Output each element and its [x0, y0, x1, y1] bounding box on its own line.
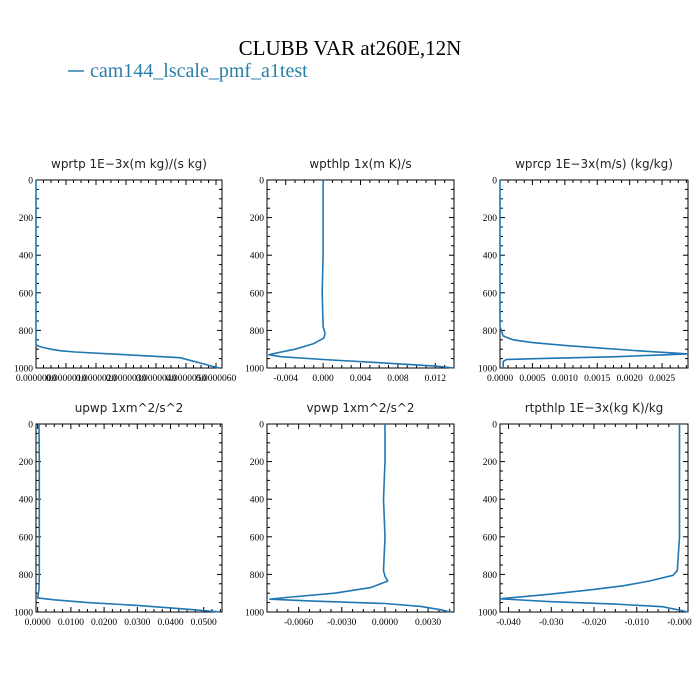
- series-line-1: [268, 180, 455, 369]
- x-tick-label: 0.004: [350, 374, 372, 384]
- x-tick-label: 0.0000000: [16, 374, 57, 384]
- y-tick-label: 0: [492, 421, 497, 431]
- panel-title: upwp 1xm^2/s^2: [75, 401, 184, 415]
- y-tick-label: 200: [483, 214, 498, 224]
- panel-title: rtpthlp 1E−3x(kg K)/kg: [525, 401, 664, 415]
- x-tick-label: 0.0000030: [106, 374, 147, 384]
- x-tick-label: -0.040: [496, 618, 521, 628]
- panels: wprtp 1E−3x(m kg)/(s kg) 0 200 400 600 800 100…: [14, 157, 692, 628]
- plot-frame: [266, 179, 455, 369]
- series-line-1: [499, 180, 689, 368]
- x-tick-label: 0.0000010: [46, 374, 87, 384]
- y-tick-label: 400: [19, 496, 34, 506]
- y-tick-label: 0: [28, 421, 33, 431]
- y-tick-label: 400: [483, 252, 498, 262]
- y-tick-label: 1000: [14, 609, 33, 619]
- x-tick-label: 0.0000020: [76, 374, 117, 384]
- y-tick-label: 0: [28, 177, 33, 187]
- panel-title: wpthlp 1x(m K)/s: [309, 157, 411, 171]
- y-tick-label: 1000: [478, 609, 497, 619]
- x-tick-label: -0.0060: [284, 618, 314, 628]
- y-tick-label: 0: [259, 177, 264, 187]
- x-tick-label: 0.0015: [584, 374, 610, 384]
- y-tick-label: 1000: [478, 365, 497, 375]
- y-tick-label: 600: [483, 289, 498, 299]
- x-tick-label: 0.0100: [58, 618, 84, 628]
- x-tick-label: 0.0005: [519, 374, 545, 384]
- y-tick-label: 400: [250, 496, 265, 506]
- y-tick-label: 600: [250, 289, 265, 299]
- y-tick-label: 800: [19, 327, 34, 337]
- y-tick-label: 200: [250, 214, 265, 224]
- x-tick-label: 0.008: [387, 374, 409, 384]
- series-line-1: [499, 424, 689, 613]
- panel-title: wprtp 1E−3x(m kg)/(s kg): [51, 157, 207, 171]
- x-tick-label: 0.0010: [552, 374, 578, 384]
- x-tick-label: 0.000: [312, 374, 334, 384]
- series-line-1: [35, 180, 220, 369]
- panel-2: wpthlp 1x(m K)/s 0 200 400 600 800 1000 -0.004 0…: [245, 157, 455, 384]
- y-tick-label: 400: [19, 252, 34, 262]
- x-tick-label: 0.0000: [25, 618, 51, 628]
- y-tick-label: 600: [19, 533, 34, 543]
- y-tick-label: 1000: [245, 365, 264, 375]
- plot-frame: [266, 423, 455, 613]
- y-tick-label: 800: [483, 327, 498, 337]
- y-tick-label: 800: [19, 571, 34, 581]
- y-tick-label: 800: [483, 571, 498, 581]
- x-tick-label: 0.0000: [487, 374, 513, 384]
- x-tick-label: 0.0000: [372, 618, 398, 628]
- y-tick-label: 400: [483, 496, 498, 506]
- y-tick-label: 200: [250, 458, 265, 468]
- y-tick-label: 1000: [245, 609, 264, 619]
- y-tick-label: 200: [19, 214, 34, 224]
- panel-5: vpwp 1xm^2/s^2 0 200 400 600 800 1000 -0.0060 -0…: [245, 401, 455, 628]
- x-tick-label: 0.012: [425, 374, 447, 384]
- y-tick-label: 400: [250, 252, 265, 262]
- y-tick-label: 600: [250, 533, 265, 543]
- x-tick-label: 0.0000040: [136, 374, 177, 384]
- y-tick-label: 1000: [14, 365, 33, 375]
- x-tick-label: -0.000: [667, 618, 692, 628]
- panel-6: rtpthlp 1E−3x(kg K)/kg02004006008001000-…: [478, 401, 692, 628]
- y-tick-label: 800: [250, 327, 265, 337]
- x-tick-label: 0.0000050: [166, 374, 207, 384]
- x-tick-label: -0.030: [539, 618, 564, 628]
- plot-frame: [35, 179, 223, 369]
- x-tick-label: 0.0020: [617, 374, 643, 384]
- legend-label: cam144_lscale_pmf_a1test: [90, 60, 308, 82]
- x-tick-label: 0.0200: [91, 618, 117, 628]
- panel-3: wprcp 1E−3x(m/s) (kg/kg) 0 200 400 600 800 100…: [478, 157, 689, 384]
- x-tick-label: -0.010: [624, 618, 649, 628]
- plot-frame: [35, 423, 223, 613]
- x-tick-label: 0.0025: [649, 374, 675, 384]
- x-tick-label: 0.0030: [415, 618, 441, 628]
- x-tick-label: 0.0500: [191, 618, 217, 628]
- x-tick-label: 0.0000060: [196, 374, 237, 384]
- panel-title: wprcp 1E−3x(m/s) (kg/kg): [515, 157, 673, 171]
- figure-title: CLUBB VAR at260E,12N: [239, 36, 462, 60]
- x-tick-label: 0.0300: [124, 618, 150, 628]
- y-tick-label: 200: [19, 458, 34, 468]
- y-tick-label: 800: [250, 571, 265, 581]
- panel-title: vpwp 1xm^2/s^2: [306, 401, 414, 415]
- y-tick-label: 0: [492, 177, 497, 187]
- panel-1: wprtp 1E−3x(m kg)/(s kg) 0 200 400 600 800 100…: [14, 157, 236, 384]
- y-tick-label: 600: [483, 533, 498, 543]
- x-tick-label: -0.020: [582, 618, 607, 628]
- plot-frame: [499, 179, 689, 369]
- y-tick-label: 0: [259, 421, 264, 431]
- y-tick-label: 200: [483, 458, 498, 468]
- x-tick-label: 0.0400: [157, 618, 183, 628]
- series-line-1: [36, 423, 221, 613]
- plot-frame: [499, 423, 689, 613]
- x-tick-label: -0.0030: [327, 618, 357, 628]
- x-tick-label: -0.004: [273, 374, 298, 384]
- series-line-1: [269, 424, 450, 613]
- y-tick-label: 600: [19, 289, 34, 299]
